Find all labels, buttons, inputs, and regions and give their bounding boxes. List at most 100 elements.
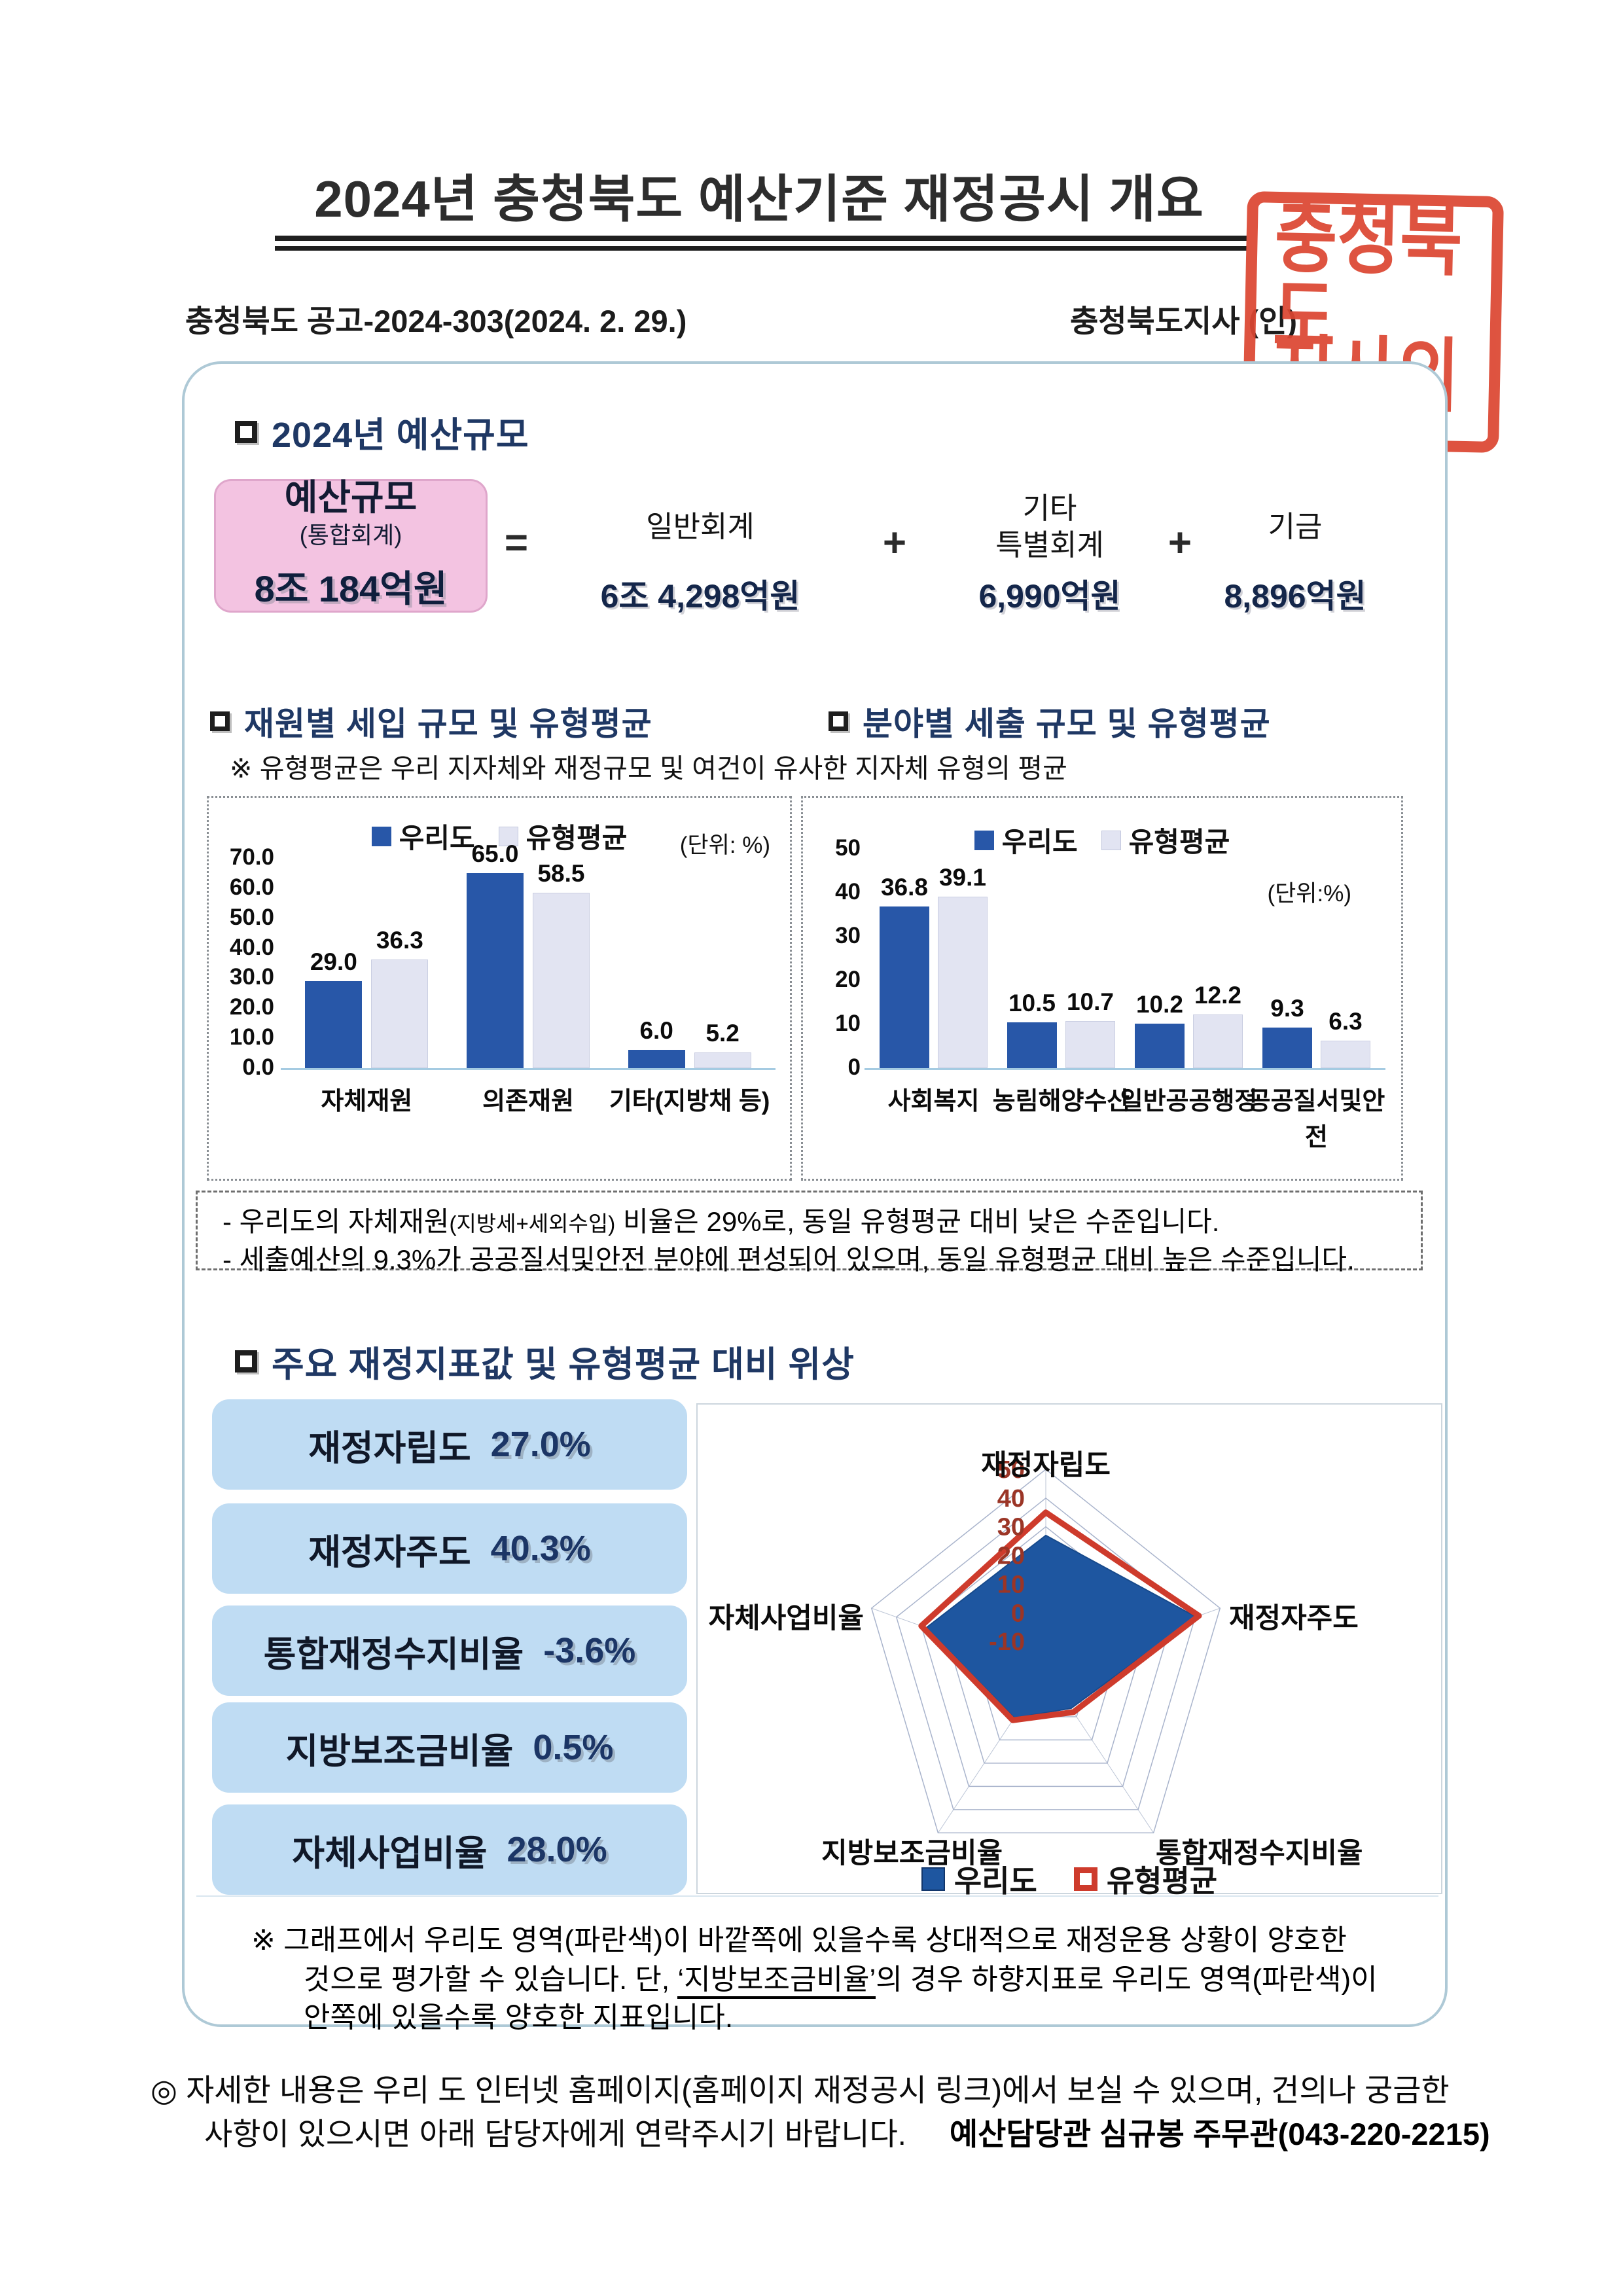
bar-average: [533, 892, 590, 1068]
y-axis-tick: 30: [835, 923, 861, 948]
bar-ours: [1135, 1023, 1185, 1068]
section-heading-budget: 2024년 예산규모: [235, 406, 529, 457]
radar-note-line3: 안쪽에 있을수록 양호한 지표입니다.: [304, 2001, 734, 2034]
bar-ours: [1262, 1027, 1312, 1068]
square-bullet-icon: [235, 1350, 257, 1372]
radar-scale-label: -10: [989, 1628, 1025, 1656]
radar-chart: 50 40 30 20 10 0 -10 재정자립도 재정자주도 통합재정수지비율 지방보조금비율 자…: [696, 1403, 1442, 1898]
radar-gridline-ring: [870, 1469, 1221, 1834]
bar-value-label: 10.5: [1008, 989, 1056, 1016]
total-budget-label: 예산규모: [284, 476, 418, 518]
category-label: 기타(지방채 등): [609, 1088, 770, 1115]
total-budget-value: 8조 184억원: [254, 568, 448, 610]
square-bullet-icon: [210, 711, 230, 731]
y-axis-tick: 0.0: [242, 1054, 274, 1080]
chart-note-2: - 세출예산의 9.3%가 공공질서및안전 분야에 편성되어 있으며, 동일 유…: [223, 1244, 1355, 1275]
bar-value-label: 65.0: [471, 840, 519, 867]
legend-swatch-average: [498, 826, 518, 846]
unit-label: (단위: %): [679, 833, 770, 858]
radar-scale-label: 30: [997, 1514, 1025, 1541]
y-axis-tick: 70.0: [229, 844, 274, 870]
total-budget-sublabel: (통합회계): [299, 522, 402, 549]
section-heading-expense: 분야별 세출 규모 및 유형평균: [829, 698, 1271, 745]
chart-legend: 우리도 유형평균: [803, 820, 1401, 860]
bar-average: [694, 1052, 751, 1068]
budget-item-special: 기타 특별회계 6,990억원: [978, 491, 1121, 615]
bar-average: [938, 897, 988, 1068]
radar-note-line2: 것으로 평가할 수 있습니다. 단, ‘지방보조금비율’의 경우 하향지표로 우…: [304, 1956, 1378, 1999]
y-axis-tick: 20: [835, 967, 861, 992]
radar-legend: 우리도 유형평균: [698, 1857, 1441, 1901]
bar-value-label: 6.3: [1329, 1007, 1363, 1035]
radar-legend-label: 유형평균: [1106, 1864, 1218, 1898]
bar-value-label: 6.0: [639, 1017, 673, 1045]
pill-consolidated-balance: 통합재정수지비율 -3.6%: [212, 1605, 687, 1696]
radar-note-line1: ※ 그래프에서 우리도 영역(파란색)이 바깥쪽에 있을수록 상대적으로 재정운…: [251, 1924, 1347, 1956]
title-underline-top: [275, 236, 1247, 241]
legend-item: 유형평균: [1101, 820, 1230, 860]
section-heading-revenue: 재원별 세입 규모 및 유형평균: [210, 698, 652, 745]
total-budget-box: 예산규모 (통합회계) 8조 184억원: [214, 476, 488, 613]
radar-axis-label: 재정자립도: [981, 1450, 1111, 1481]
y-axis-tick: 50.0: [229, 904, 274, 930]
bar-ours: [628, 1050, 685, 1068]
chart-legend: 우리도 유형평균: [209, 816, 790, 856]
expense-bar-chart: 우리도 유형평균 (단위:%) 50 40 30 20 10 0 36.8 39.1 사회복지 10.5…: [801, 796, 1403, 1181]
legend-item: 우리도: [974, 820, 1078, 860]
radar-scale-label: 50: [997, 1456, 1025, 1484]
pill-fiscal-independence: 재정자립도 27.0%: [212, 1399, 687, 1490]
y-axis-tick: 30.0: [229, 964, 274, 990]
radar-axis-label: 재정자주도: [1229, 1603, 1359, 1634]
radar-scale-label: 40: [997, 1485, 1025, 1513]
radar-legend-swatch-average: [1073, 1867, 1097, 1891]
x-axis-line: [281, 1068, 776, 1070]
y-axis-tick: 40.0: [229, 934, 274, 960]
notice-number: 충청북도 공고-2024-303(2024. 2. 29.): [185, 304, 687, 338]
radar-series-ours: [925, 1534, 1197, 1719]
y-axis-tick: 20.0: [229, 994, 274, 1020]
chart-note-1: - 우리도의 자체재원(지방세+세외수입) 비율은 29%로, 동일 유형평균 …: [223, 1206, 1220, 1237]
bar-value-label: 36.8: [880, 874, 928, 901]
category-label: 사회복지: [887, 1088, 980, 1115]
category-label: 농림해양수산: [992, 1088, 1130, 1115]
radar-axis-label: 자체사업비율: [708, 1603, 864, 1634]
section-heading-indicators: 주요 재정지표값 및 유형평균 대비 위상: [235, 1335, 855, 1387]
title-underline-bottom: [275, 246, 1247, 251]
bar-average: [1321, 1040, 1370, 1068]
bar-value-label: 10.2: [1135, 990, 1183, 1018]
plus-sign-1: +: [882, 520, 907, 565]
bar-value-label: 58.5: [537, 859, 585, 887]
bar-average: [1193, 1014, 1243, 1068]
radar-legend-item-ours: 우리도: [921, 1857, 1037, 1901]
pill-own-project: 자체사업비율 28.0%: [212, 1804, 687, 1895]
category-label: 의존재원: [482, 1088, 574, 1115]
footer-line1: ◎ 자세한 내용은 우리 도 인터넷 홈페이지(홈페이지 재정공시 링크)에서 …: [151, 2073, 1450, 2108]
budget-item-fund: 기금 8,896억원: [1224, 509, 1366, 615]
radar-legend-item-average: 유형평균: [1073, 1857, 1218, 1901]
bar-ours: [1007, 1022, 1057, 1068]
bar-value-label: 29.0: [310, 948, 357, 975]
legend-item: 유형평균: [498, 816, 627, 856]
radar-scale-label: 0: [1011, 1600, 1025, 1627]
legend-item: 우리도: [371, 816, 475, 856]
y-axis-tick: 50: [835, 835, 861, 861]
radar-legend-swatch-ours: [921, 1867, 945, 1891]
bar-average: [371, 959, 429, 1068]
budget-item-general: 일반회계 6조 4,298억원: [600, 509, 800, 615]
y-axis-tick: 40: [835, 879, 861, 905]
radar-scale-label: 20: [997, 1543, 1025, 1570]
legend-swatch-ours: [974, 830, 994, 850]
pill-local-subsidy: 지방보조금비율 0.5%: [212, 1702, 687, 1793]
bar-value-label: 9.3: [1270, 994, 1304, 1022]
radar-series-average: [918, 1509, 1202, 1723]
bar-value-label: 36.3: [376, 926, 423, 954]
y-axis-tick: 0: [847, 1054, 861, 1080]
pill-fiscal-autonomy: 재정자주도 40.3%: [212, 1503, 687, 1594]
bar-ours: [305, 981, 363, 1068]
y-axis-tick: 10: [835, 1011, 861, 1036]
bar-ours: [880, 906, 929, 1068]
radar-scale-label: 10: [997, 1571, 1025, 1598]
governor-signature-line: 충청북도지사 (인): [1070, 304, 1298, 338]
